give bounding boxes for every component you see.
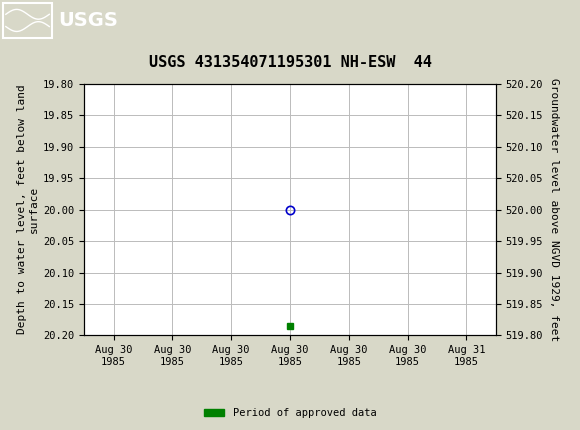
Text: USGS 431354071195301 NH-ESW  44: USGS 431354071195301 NH-ESW 44 [148,55,432,70]
Y-axis label: Depth to water level, feet below land
surface: Depth to water level, feet below land su… [17,85,39,335]
Bar [3,3,52,37]
Y-axis label: Groundwater level above NGVD 1929, feet: Groundwater level above NGVD 1929, feet [549,78,559,341]
Legend: Period of approved data: Period of approved data [200,404,380,423]
Text: USGS: USGS [58,11,118,30]
